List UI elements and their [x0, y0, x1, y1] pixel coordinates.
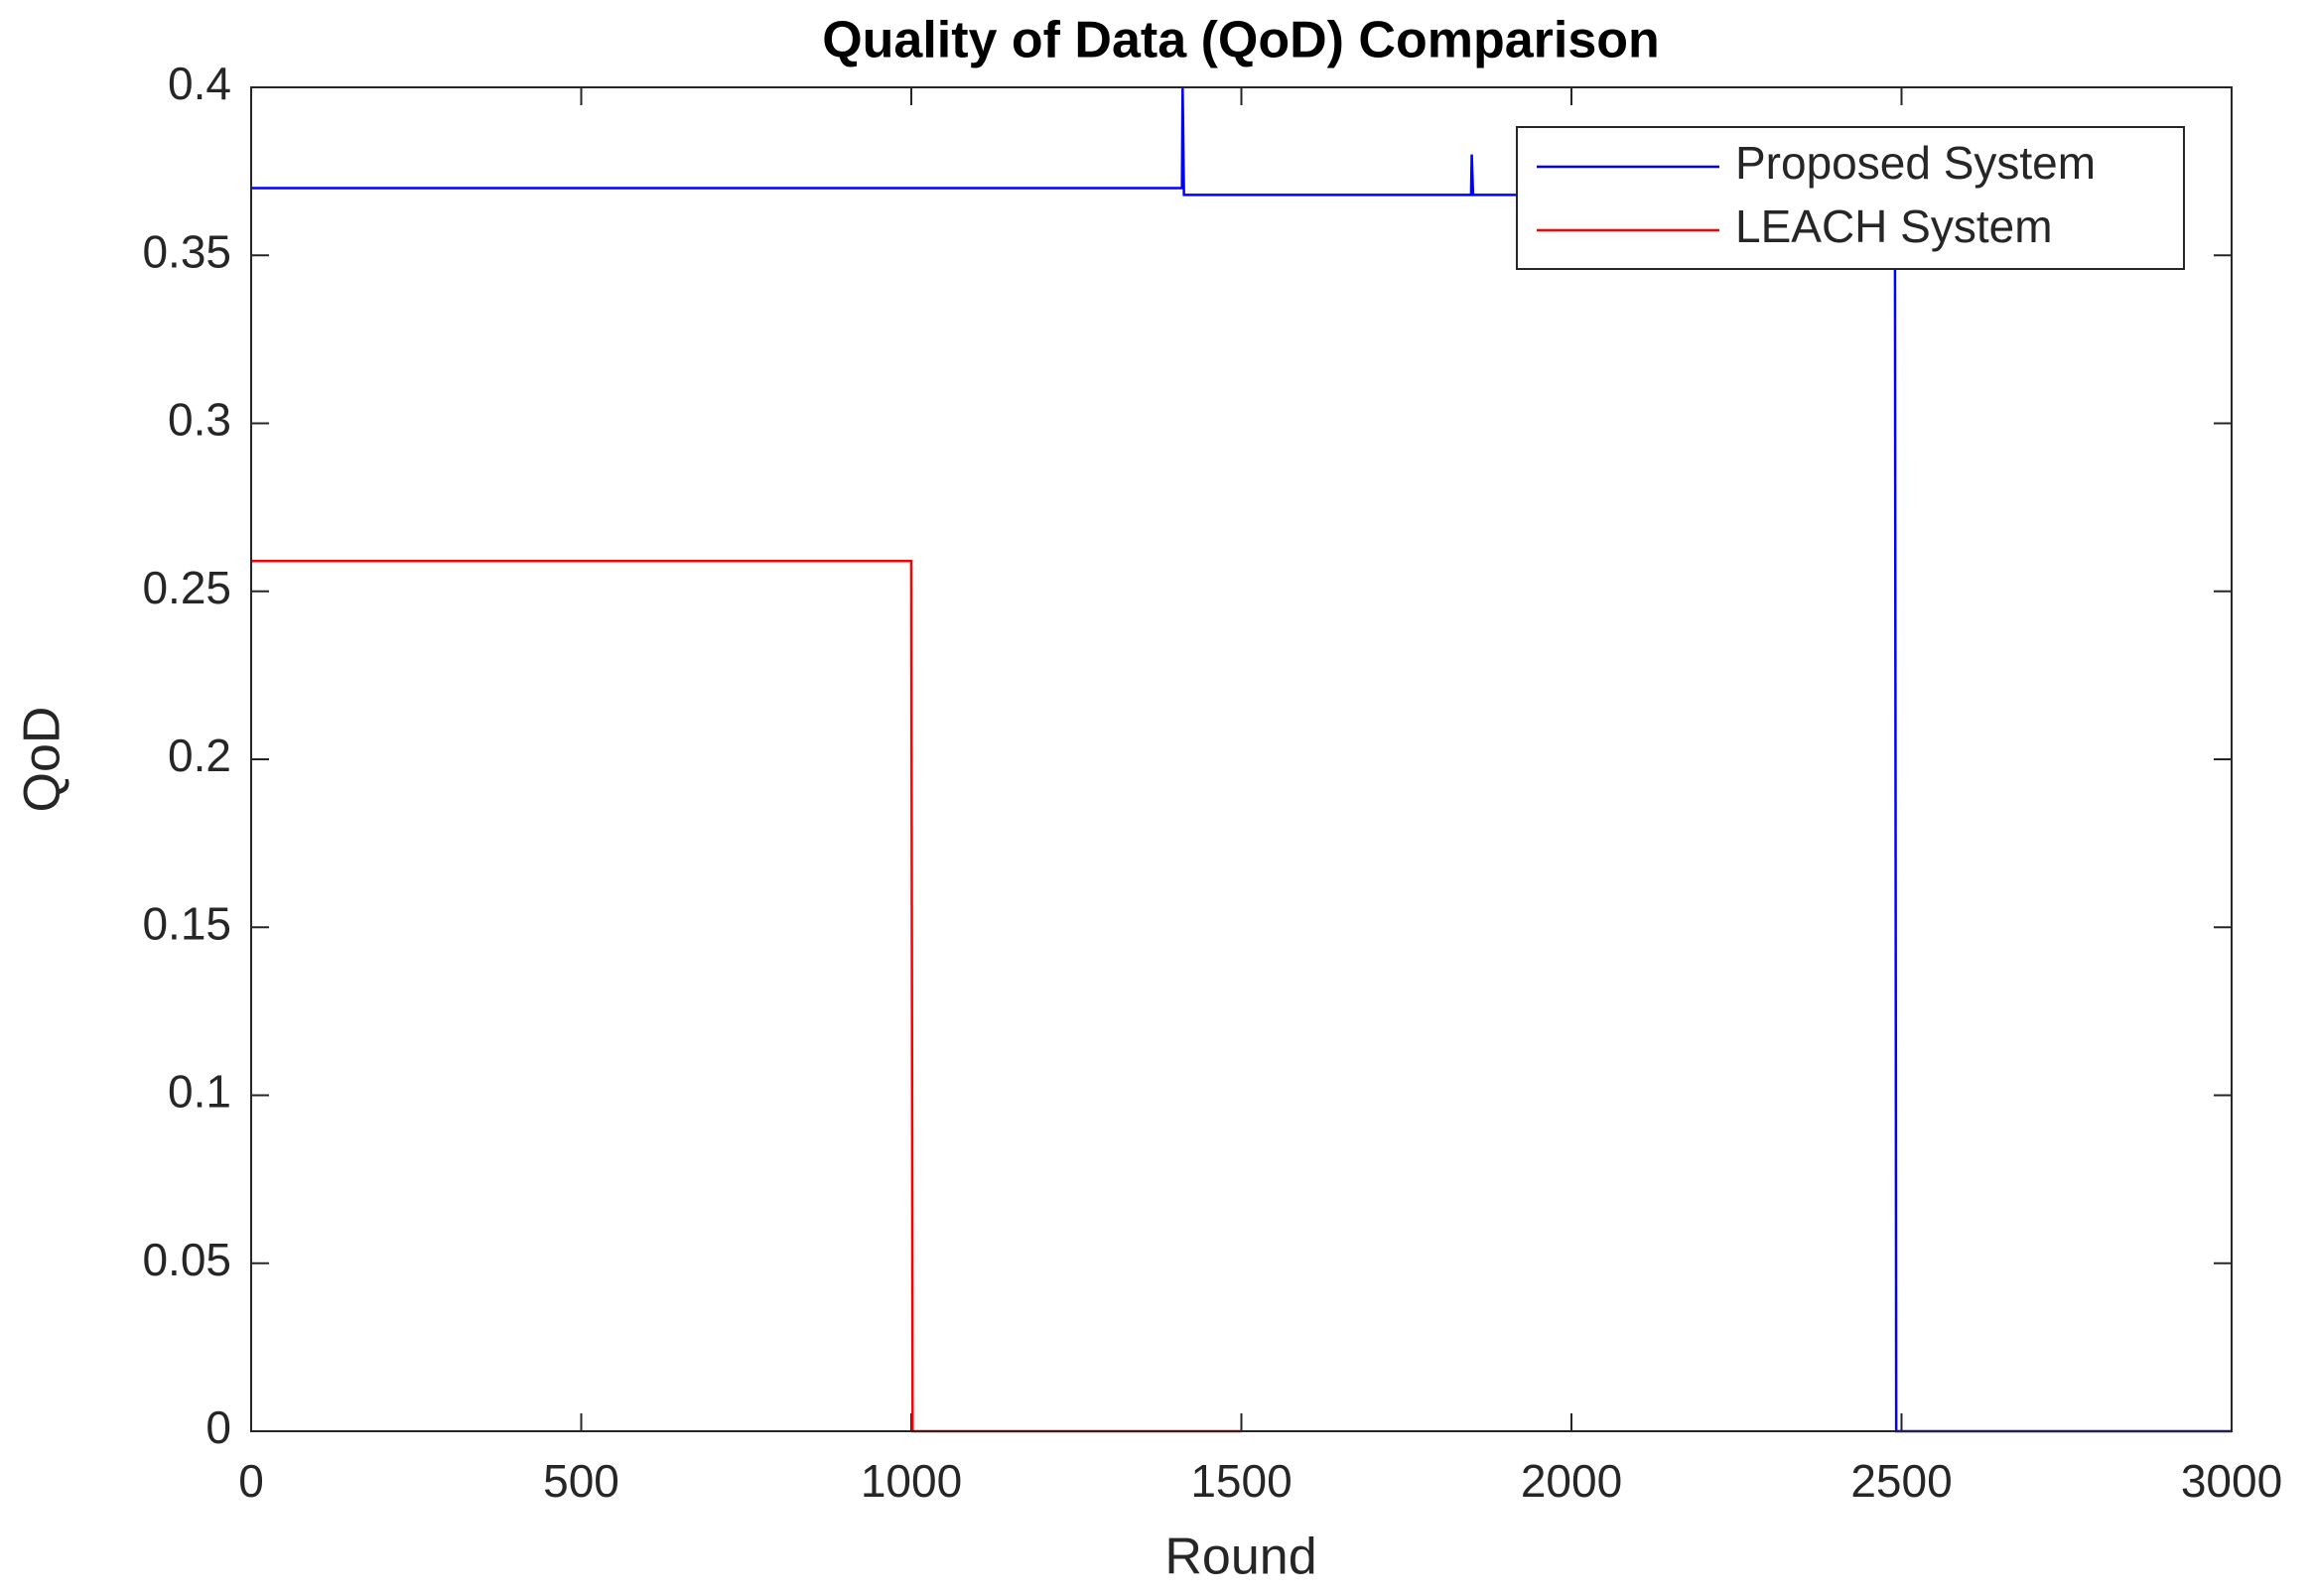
x-tick-label: 1500	[1190, 1455, 1292, 1507]
x-tick-label: 0	[238, 1455, 264, 1507]
x-tick-label: 3000	[2181, 1455, 2282, 1507]
series-line	[251, 86, 2232, 1433]
y-tick-label: 0.1	[168, 1066, 231, 1118]
y-tick-label: 0.35	[142, 225, 231, 277]
y-tick-label: 0.15	[142, 897, 231, 949]
plot-frame	[250, 86, 2233, 1432]
x-tick-label: 1000	[861, 1455, 962, 1507]
x-tick-label: 2000	[1521, 1455, 1622, 1507]
x-tick-label: 500	[543, 1455, 619, 1507]
y-tick-label: 0.05	[142, 1234, 231, 1285]
y-tick-label: 0.25	[142, 562, 231, 613]
chart-title: Quality of Data (QoD) Comparison	[822, 12, 1660, 69]
y-tick-label: 0.3	[168, 394, 231, 446]
x-tick-label: 2500	[1850, 1455, 1952, 1507]
legend-label: LEACH System	[1735, 200, 2053, 252]
y-tick-label: 0	[205, 1401, 231, 1453]
legend-label: Proposed System	[1735, 137, 2096, 189]
y-tick-label: 0.4	[168, 58, 231, 109]
legend-box	[1516, 126, 2185, 270]
x-axis-label: Round	[1164, 1529, 1316, 1586]
y-axis-label: QoD	[14, 707, 71, 813]
y-tick-label: 0.2	[168, 730, 231, 781]
